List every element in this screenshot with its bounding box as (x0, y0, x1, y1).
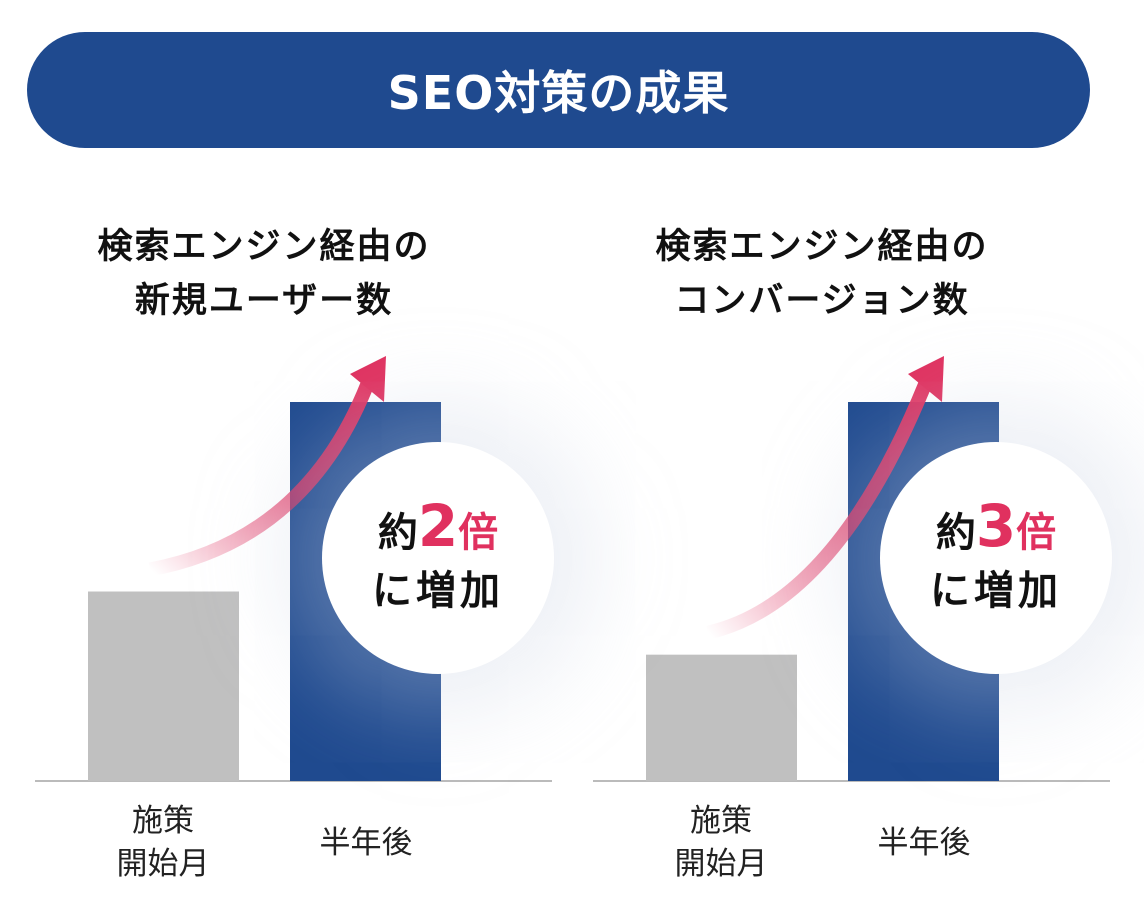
title-banner: SEO対策の成果 (27, 32, 1090, 148)
bar-before (88, 591, 239, 781)
x-tick-label: 施策 開始月 (674, 803, 768, 882)
chart-title-line: 検索エンジン経由の (655, 227, 989, 267)
chart-panel-conversions: 検索エンジン経由の コンバージョン数 (558, 0, 1130, 916)
badge-suffix: 倍 (458, 509, 499, 556)
growth-arrow (148, 369, 379, 577)
x-tick-label: 施策 開始月 (116, 803, 210, 882)
badge-text: に増加 (372, 567, 504, 614)
chart-title-line: 新規ユーザー数 (134, 281, 394, 321)
chart-panel-new-users: 検索エンジン経由の 新規ユーザー数 (0, 220, 550, 328)
badge-multiplier: 3 (975, 491, 1017, 560)
chart-title: 検索エンジン経由の コンバージョン数 (536, 220, 1108, 328)
x-tick-label: 半年後 (877, 825, 971, 861)
badge-prefix: 約 (935, 509, 976, 556)
badge-text: に増加 (930, 567, 1062, 614)
chart-title-line: コンバージョン数 (674, 281, 970, 321)
badge-suffix: 倍 (1016, 509, 1057, 556)
arrow-head-icon (350, 356, 386, 402)
growth-arrow (706, 369, 937, 640)
arrow-head-icon (908, 356, 944, 402)
title: SEO対策の成果 (387, 66, 730, 120)
x-tick-label: 半年後 (319, 825, 413, 861)
badge-prefix: 約 (377, 509, 418, 556)
chart-title-line: 検索エンジン経由の (97, 227, 431, 267)
bar-before (646, 654, 797, 781)
chart-title: 検索エンジン経由の 新規ユーザー数 (0, 220, 550, 328)
badge-multiplier: 2 (417, 491, 459, 560)
